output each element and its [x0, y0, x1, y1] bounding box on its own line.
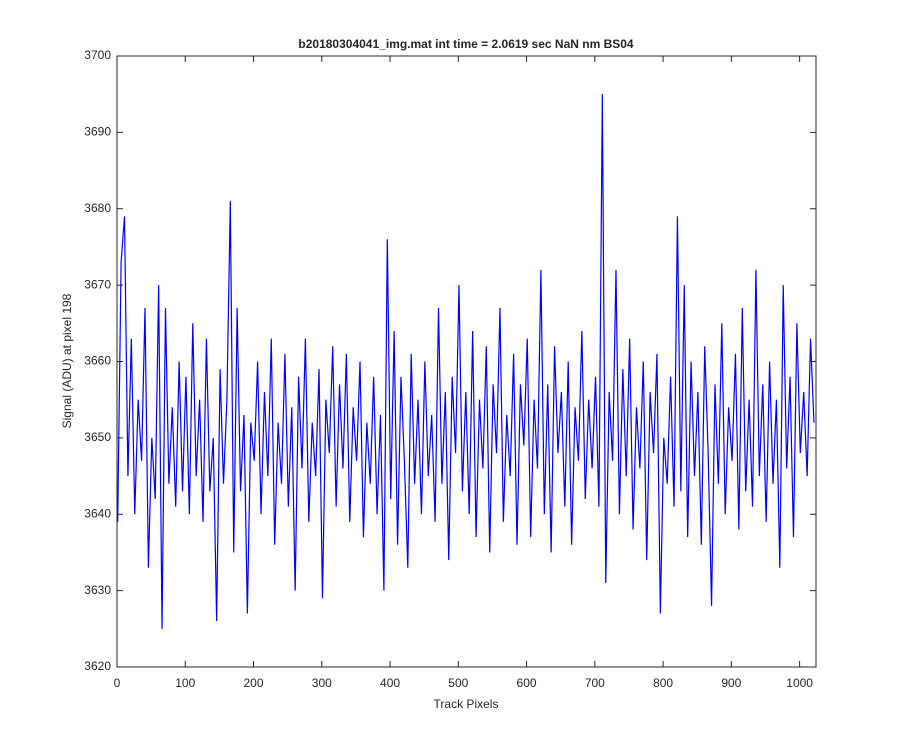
y-tick-label: 3640 — [84, 506, 111, 520]
y-tick-label: 3660 — [84, 354, 111, 368]
x-tick-label: 900 — [721, 676, 741, 690]
y-tick-label: 3680 — [84, 201, 111, 215]
y-tick-label: 3620 — [84, 659, 111, 673]
y-tick-label: 3630 — [84, 583, 111, 597]
y-tick-label: 3670 — [84, 277, 111, 291]
x-axis-label: Track Pixels — [434, 697, 499, 711]
x-tick-label: 100 — [175, 676, 195, 690]
data-line — [117, 94, 815, 629]
y-tick-label: 3700 — [84, 48, 111, 62]
y-axis-label: Signal (ADU) at pixel 198 — [60, 293, 74, 428]
x-tick-label: 400 — [380, 676, 400, 690]
plot-area — [116, 55, 817, 668]
x-tick-label: 200 — [244, 676, 264, 690]
chart-title: b20180304041_img.mat int time = 2.0619 s… — [298, 37, 634, 51]
y-tick-label: 3690 — [84, 125, 111, 139]
x-tick-label: 700 — [585, 676, 605, 690]
x-tick-label: 300 — [312, 676, 332, 690]
x-tick-label: 800 — [653, 676, 673, 690]
x-tick-label: 500 — [448, 676, 468, 690]
y-tick-label: 3650 — [84, 430, 111, 444]
x-tick-label: 600 — [517, 676, 537, 690]
x-tick-label: 1000 — [786, 676, 813, 690]
x-tick-label: 0 — [114, 676, 121, 690]
